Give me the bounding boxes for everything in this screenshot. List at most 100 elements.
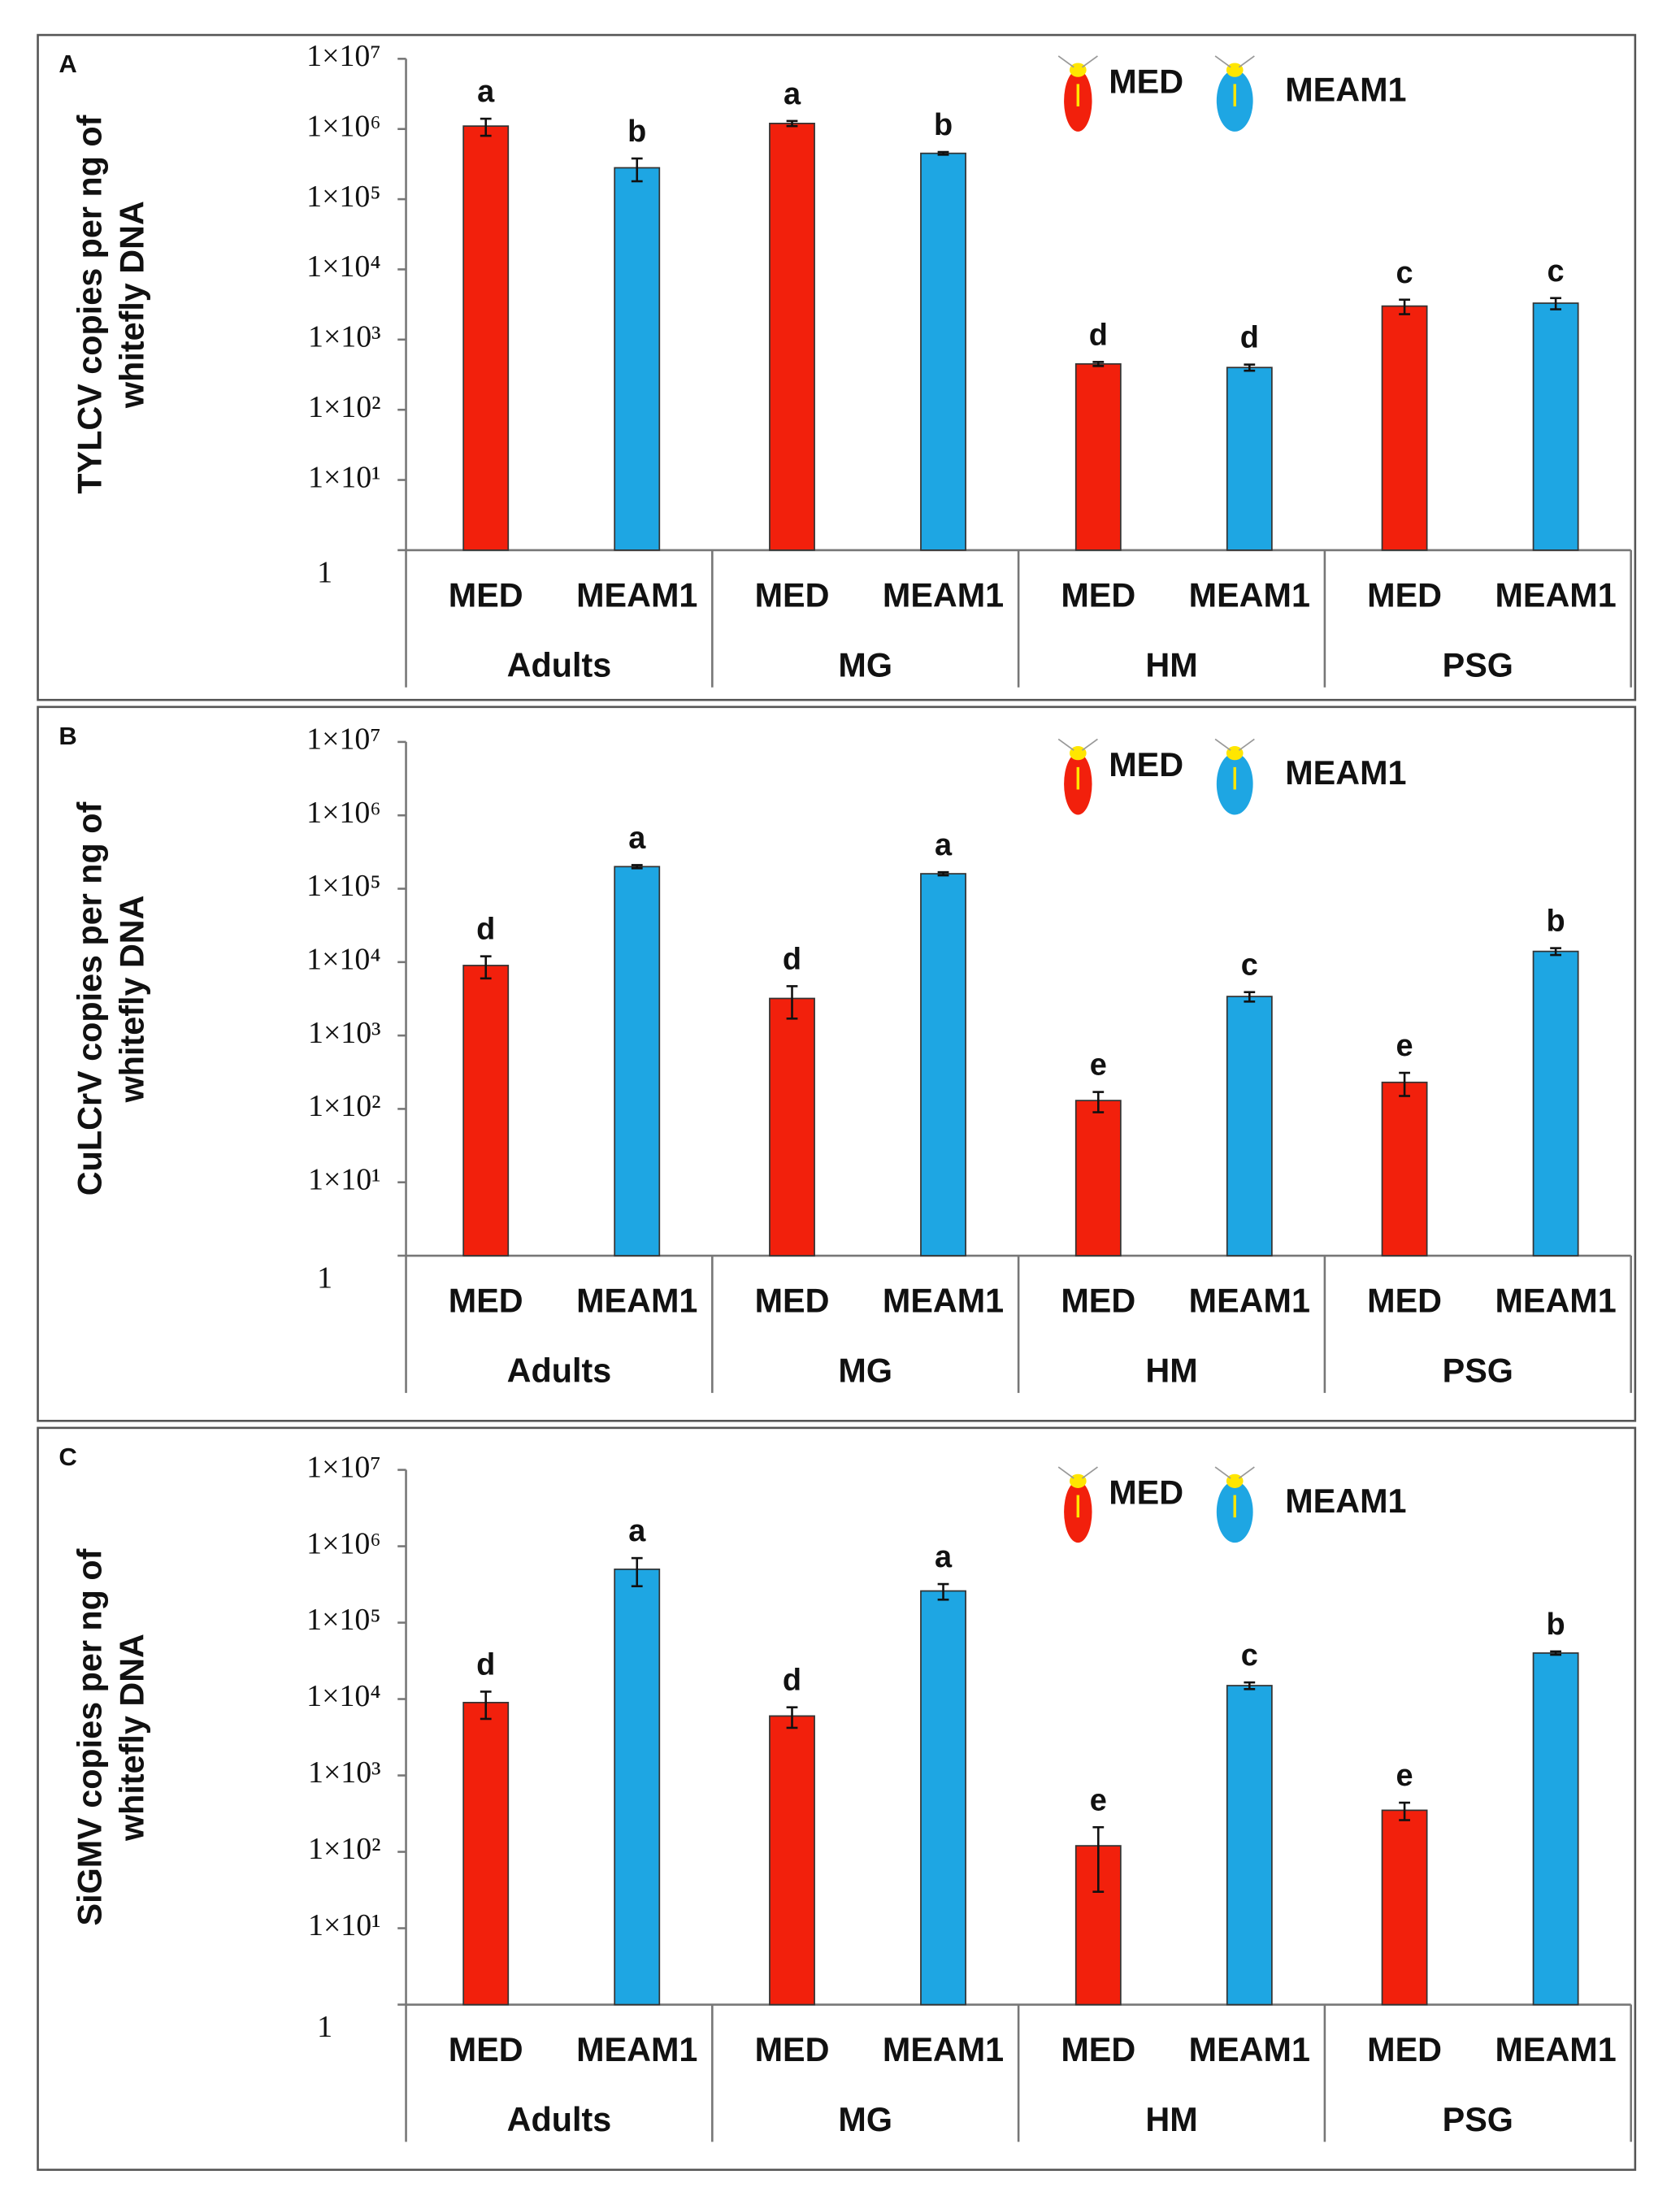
legend-icon (1214, 738, 1255, 815)
bug-head (1069, 63, 1087, 77)
significance-letter: b (627, 115, 646, 149)
y-tick-label: 1×10³ (308, 1016, 381, 1050)
x-tick-label: MED (755, 576, 830, 614)
group-label: HM (1145, 2101, 1197, 2138)
legend-icon (1057, 55, 1098, 132)
legend-label: MEAM1 (1285, 1482, 1406, 1520)
panel-label: B (59, 722, 76, 750)
bar (1226, 367, 1273, 551)
y-tick-label: 1×10⁷ (306, 723, 380, 757)
significance-letter: d (476, 1647, 495, 1682)
legend-icon (1214, 55, 1255, 132)
group-label: HM (1145, 647, 1197, 684)
bug-wing (1214, 738, 1231, 751)
y-tick-label: 1 (317, 1261, 332, 1295)
y-axis-label: whitefly DNA (113, 201, 150, 409)
bar (462, 965, 510, 1256)
bar (769, 1715, 815, 2006)
significance-letter: a (628, 1514, 646, 1548)
bar (920, 873, 966, 1256)
x-tick-label: MED (1367, 576, 1442, 614)
significance-letter: e (1396, 1759, 1413, 1793)
x-tick-label: MEAM1 (1189, 576, 1310, 614)
legend-label: MED (1109, 63, 1183, 100)
panel-label: A (59, 50, 76, 78)
x-tick-label: MED (449, 1282, 523, 1320)
bug-wing (1238, 738, 1255, 751)
y-tick-label: 1×10⁶ (306, 109, 380, 143)
bar (1226, 1685, 1273, 2006)
significance-letter: c (1396, 256, 1413, 290)
bar (1226, 996, 1273, 1256)
group-label: Adults (507, 2101, 612, 2138)
y-tick-label: 1×10⁶ (306, 796, 380, 830)
x-tick-label: MED (449, 2031, 523, 2068)
bug-wing (1238, 55, 1255, 68)
bar (1381, 1809, 1428, 2006)
bar (1532, 950, 1579, 1256)
bar (769, 997, 815, 1256)
x-tick-label: MED (1367, 2031, 1442, 2068)
y-axis-label: whitefly DNA (113, 1634, 150, 1842)
bug-wing (1081, 1466, 1098, 1479)
bug-wing (1057, 55, 1074, 68)
significance-letter: b (934, 108, 953, 142)
panel-frame (37, 705, 1637, 1422)
bar (1074, 362, 1122, 551)
bar (920, 152, 966, 551)
significance-letter: e (1090, 1783, 1107, 1817)
y-tick-label: 1 (317, 2010, 332, 2044)
significance-letter: c (1241, 948, 1258, 983)
bug-wing (1057, 1466, 1074, 1479)
x-tick-label: MED (1061, 1282, 1135, 1320)
y-axis-label: CuLCrV copies per ng of (72, 801, 109, 1196)
x-tick-label: MED (1367, 1282, 1442, 1320)
y-axis-label: TYLCV copies per ng of (72, 115, 109, 493)
group-label: MG (838, 2101, 892, 2138)
y-tick-label: 1×10⁵ (306, 180, 380, 214)
bar (1381, 1081, 1428, 1256)
x-tick-label: MEAM1 (576, 1282, 697, 1320)
significance-letter: a (935, 828, 953, 862)
bug-head (1226, 1473, 1244, 1488)
y-tick-label: 1×10¹ (308, 460, 381, 494)
y-tick-label: 1×10⁴ (306, 250, 380, 284)
y-axis-label: SiGMV copies per ng of (72, 1548, 109, 1925)
y-tick-label: 1×10¹ (308, 1908, 381, 1942)
bug-wing (1081, 55, 1098, 68)
legend-label: MED (1109, 746, 1183, 783)
y-tick-label: 1×10³ (308, 1755, 381, 1790)
bar (1532, 1652, 1579, 2006)
bar (1381, 305, 1428, 551)
legend-label: MEAM1 (1285, 754, 1406, 792)
significance-letter: a (477, 75, 495, 109)
group-label: PSG (1443, 2101, 1513, 2138)
panel-label: C (59, 1443, 76, 1471)
bar (614, 167, 661, 551)
group-label: MG (838, 647, 892, 684)
bar (1532, 302, 1579, 551)
bar (614, 1568, 661, 2006)
group-label: MG (838, 1352, 892, 1390)
legend-label: MEAM1 (1285, 72, 1406, 109)
significance-letter: b (1547, 905, 1565, 939)
significance-letter: d (1240, 321, 1259, 355)
y-tick-label: 1×10² (308, 1832, 381, 1866)
significance-letter: d (783, 1664, 801, 1698)
y-tick-label: 1×10¹ (308, 1162, 381, 1196)
x-tick-label: MEAM1 (1189, 1282, 1310, 1320)
significance-letter: c (1241, 1638, 1258, 1673)
y-tick-label: 1×10⁵ (306, 1603, 380, 1637)
bug-wing (1081, 738, 1098, 751)
y-tick-label: 1×10² (308, 1089, 381, 1123)
x-tick-label: MED (1061, 2031, 1135, 2068)
bug-head (1226, 746, 1244, 761)
y-tick-label: 1×10⁵ (306, 869, 380, 903)
x-tick-label: MEAM1 (576, 576, 697, 614)
x-tick-label: MED (449, 576, 523, 614)
group-label: PSG (1443, 1352, 1513, 1390)
y-tick-label: 1 (317, 556, 332, 590)
x-tick-label: MED (755, 2031, 830, 2068)
significance-letter: d (783, 942, 801, 976)
